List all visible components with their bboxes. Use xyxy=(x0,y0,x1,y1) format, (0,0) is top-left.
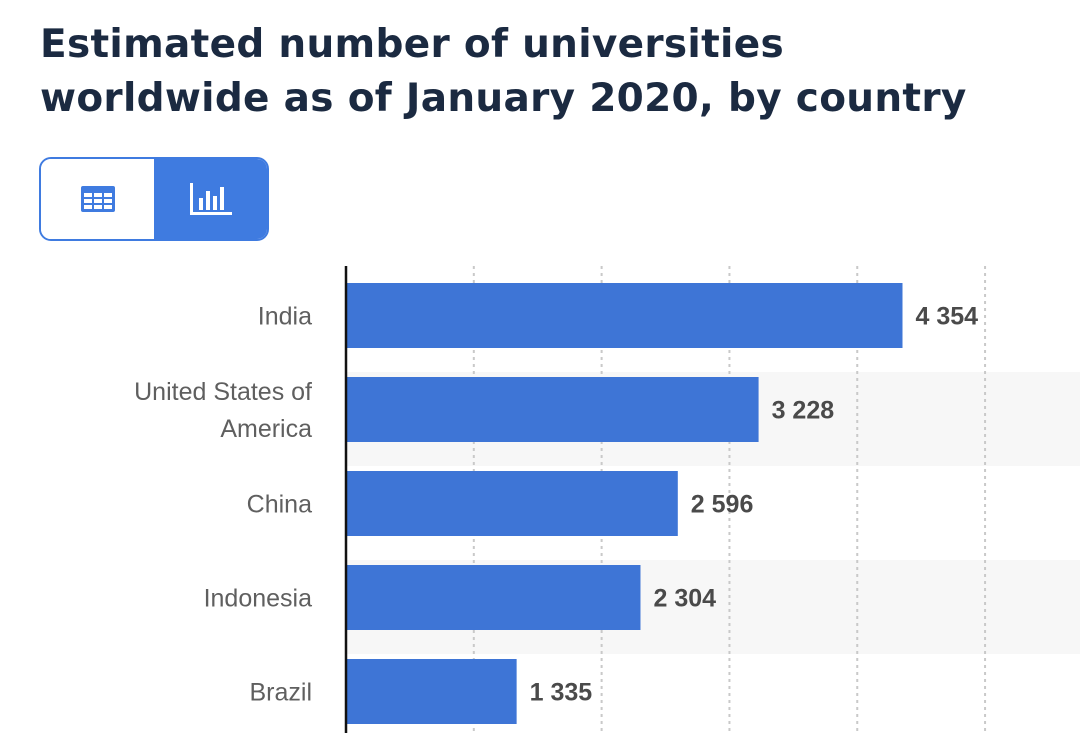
bar[interactable] xyxy=(346,283,903,348)
chart-title-line-1: Estimated number of universities xyxy=(40,22,784,67)
bar-chart-icon xyxy=(189,183,232,215)
bar-chart: 4 354 India 3 228 United States of America 2 … xyxy=(134,266,1080,733)
bar[interactable] xyxy=(346,377,759,442)
bar[interactable] xyxy=(346,565,641,630)
bar[interactable] xyxy=(346,659,517,724)
view-toggle xyxy=(39,157,269,241)
category-label: Brazil xyxy=(249,679,312,707)
value-label: 2 304 xyxy=(653,585,716,613)
value-label: 2 596 xyxy=(691,491,754,519)
value-label: 3 228 xyxy=(772,397,835,425)
table-icon xyxy=(80,186,115,212)
category-label: India xyxy=(258,303,312,331)
category-label: Indonesia xyxy=(204,585,313,613)
category-label: United States of America xyxy=(134,378,312,443)
chart-title-line-2: worldwide as of January 2020, by country xyxy=(40,76,967,121)
value-label: 4 354 xyxy=(916,303,979,331)
chart-view-button[interactable] xyxy=(154,159,267,239)
chart-title: Estimated number of universities worldwi… xyxy=(40,18,1050,126)
category-label: China xyxy=(247,491,312,519)
bar[interactable] xyxy=(346,471,678,536)
value-label: 1 335 xyxy=(530,679,593,707)
table-view-button[interactable] xyxy=(41,159,154,239)
